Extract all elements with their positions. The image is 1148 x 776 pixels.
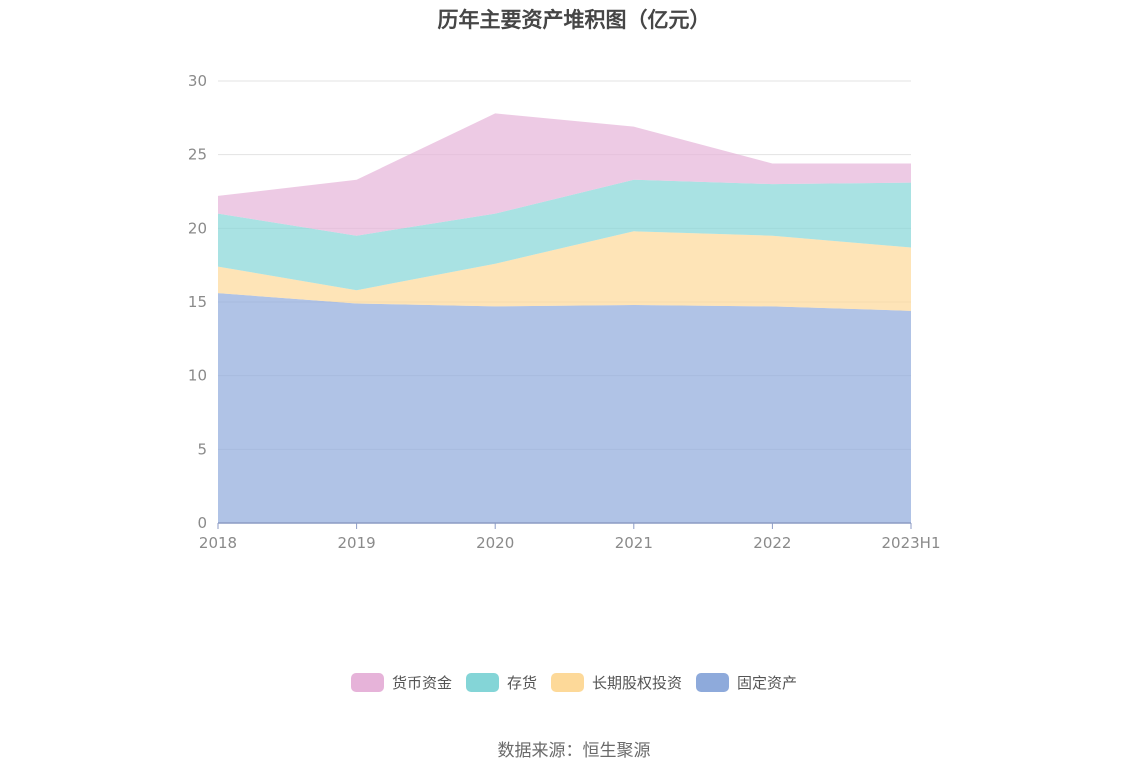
legend-label: 货币资金 bbox=[391, 674, 452, 692]
area-存货 bbox=[218, 179, 911, 291]
legend-item[interactable]: 货币资金 bbox=[350, 672, 452, 693]
legend-swatch bbox=[465, 673, 499, 692]
legend-label: 长期股权投资 bbox=[592, 674, 683, 692]
y-tick-label: 0 bbox=[197, 514, 207, 532]
legend-item[interactable]: 存货 bbox=[465, 672, 537, 693]
y-tick-label: 5 bbox=[197, 440, 207, 458]
x-tick-label: 2019 bbox=[338, 534, 376, 552]
y-tick-label: 20 bbox=[188, 219, 207, 237]
y-tick-label: 10 bbox=[188, 367, 207, 385]
chart-title: 历年主要资产堆积图（亿元） bbox=[437, 8, 711, 32]
legend-swatch bbox=[350, 673, 384, 692]
legend-swatch bbox=[551, 673, 584, 692]
legend-item[interactable]: 固定资产 bbox=[696, 672, 797, 693]
stacked-area-chart: 0 5 10 15 20 25 30 2018 2019 2020 2021 2022 2023H1 bbox=[188, 72, 941, 552]
axes bbox=[217, 522, 912, 529]
area-series bbox=[218, 113, 911, 523]
x-tick-label: 2022 bbox=[753, 534, 791, 552]
data-source-note: 数据来源：恒生聚源 bbox=[497, 741, 651, 761]
area-固定资产 bbox=[218, 293, 911, 523]
legend: 货币资金 存货 长期股权投资 固定资产 bbox=[0, 672, 1148, 693]
y-tick-label: 25 bbox=[188, 146, 207, 164]
legend-label: 固定资产 bbox=[737, 674, 798, 692]
area-货币资金 bbox=[218, 113, 911, 236]
y-tick-label: 30 bbox=[188, 72, 207, 90]
legend-label: 存货 bbox=[506, 674, 537, 692]
legend-item[interactable]: 长期股权投资 bbox=[551, 672, 682, 693]
y-tick-label: 15 bbox=[188, 293, 207, 311]
legend-swatch bbox=[696, 673, 730, 692]
x-tick-label: 2018 bbox=[199, 534, 237, 552]
tick-labels: 0 5 10 15 20 25 30 2018 2019 2020 2021 2022 2023H1 bbox=[188, 72, 941, 552]
x-tick-label: 2020 bbox=[476, 534, 514, 552]
x-tick-label: 2021 bbox=[615, 534, 653, 552]
area-长期股权投资 bbox=[218, 231, 911, 311]
x-tick-label: 2023H1 bbox=[882, 534, 941, 552]
